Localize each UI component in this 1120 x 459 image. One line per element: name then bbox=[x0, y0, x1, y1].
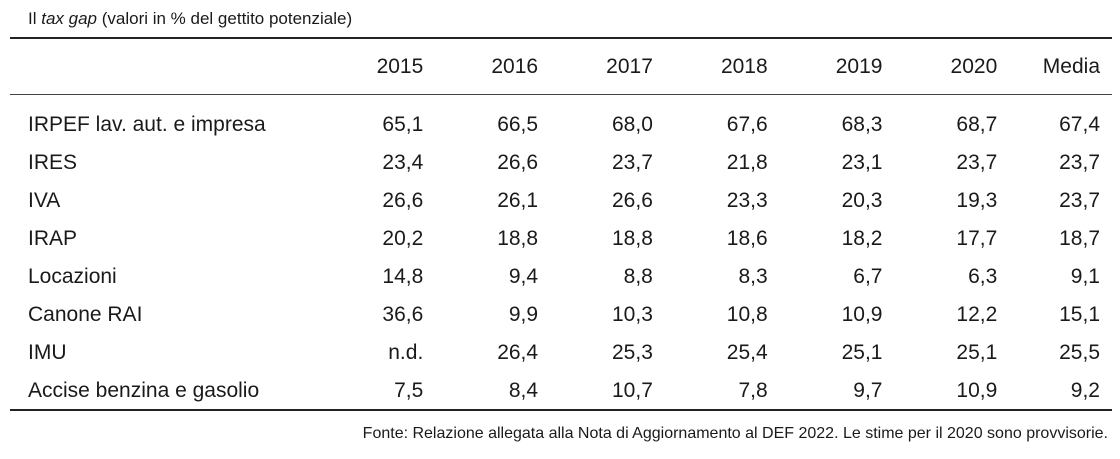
value-cell: 10,3 bbox=[612, 303, 653, 326]
title-suffix: (valori in % del gettito potenziale) bbox=[97, 9, 353, 28]
value-cell: 26,6 bbox=[497, 151, 539, 174]
value-cell: 67,6 bbox=[726, 113, 768, 136]
header-rule bbox=[10, 94, 1112, 95]
value-cell: 8,4 bbox=[508, 379, 539, 402]
value-cell: 10,8 bbox=[726, 303, 768, 326]
value-cell: 25,1 bbox=[841, 341, 883, 364]
value-cell: 9,4 bbox=[508, 265, 539, 288]
value-cell: 67,4 bbox=[1059, 113, 1100, 136]
value-cell: 26,6 bbox=[382, 189, 424, 212]
table-row: Canone RAI 36,6 9,9 10,3 10,8 10,9 12,2 15,1 bbox=[10, 296, 1112, 334]
table-row: Locazioni 14,8 9,4 8,8 8,3 6,7 6,3 9,1 bbox=[10, 258, 1112, 296]
value-cell: 23,7 bbox=[956, 151, 998, 174]
value-cell: 6,7 bbox=[853, 265, 883, 288]
value-cell: 9,1 bbox=[1070, 265, 1100, 288]
value-cell: 25,4 bbox=[726, 341, 768, 364]
value-cell: 18,2 bbox=[841, 227, 883, 250]
header-cell-2018: 2018 bbox=[720, 54, 768, 78]
row-label: IRPEF lav. aut. e impresa bbox=[28, 113, 266, 136]
tax-gap-table: 2015 2016 2017 2018 2019 2020 Media IRPEF lav.… bbox=[10, 39, 1112, 410]
value-cell: 20,2 bbox=[382, 227, 424, 250]
source-note: Fonte: Relazione allegata alla Nota di A… bbox=[362, 425, 1108, 442]
title-prefix: Il bbox=[28, 9, 42, 28]
value-cell: 18,8 bbox=[497, 227, 539, 250]
header-cell-2019: 2019 bbox=[835, 54, 883, 78]
value-cell: 66,5 bbox=[497, 113, 539, 136]
value-cell: 10,9 bbox=[956, 379, 998, 402]
value-cell: 21,8 bbox=[726, 151, 768, 174]
value-cell: 17,7 bbox=[956, 227, 998, 250]
header-cell-2015: 2015 bbox=[376, 54, 424, 78]
value-cell: 65,1 bbox=[382, 113, 424, 136]
value-cell: 12,2 bbox=[956, 303, 998, 326]
value-cell: 6,3 bbox=[968, 265, 998, 288]
value-cell: 25,3 bbox=[612, 341, 653, 364]
value-cell: 10,7 bbox=[612, 379, 653, 402]
table-row: IRPEF lav. aut. e impresa 65,1 66,5 68,0 67,… bbox=[10, 94, 1112, 144]
top-rule bbox=[10, 37, 1112, 39]
header-cell-2017: 2017 bbox=[606, 54, 653, 78]
value-cell: 26,6 bbox=[612, 189, 653, 212]
row-label: IVA bbox=[28, 189, 61, 212]
value-cell: 15,1 bbox=[1059, 303, 1100, 326]
title-emphasis: tax gap bbox=[41, 9, 97, 28]
value-cell: 23,3 bbox=[726, 189, 768, 212]
row-label: IMU bbox=[28, 341, 67, 364]
value-cell: 10,9 bbox=[841, 303, 883, 326]
value-cell: 26,1 bbox=[497, 189, 539, 212]
value-cell: 23,7 bbox=[1059, 189, 1100, 212]
value-cell: 25,1 bbox=[956, 341, 998, 364]
value-cell: 9,7 bbox=[853, 379, 883, 402]
value-cell: n.d. bbox=[388, 341, 424, 364]
value-cell: 68,0 bbox=[612, 113, 653, 136]
bottom-rule bbox=[10, 409, 1112, 411]
header-cell-2016: 2016 bbox=[491, 54, 539, 78]
value-cell: 9,2 bbox=[1070, 379, 1100, 402]
value-cell: 68,7 bbox=[956, 113, 998, 136]
value-cell: 26,4 bbox=[497, 341, 539, 364]
row-label: Canone RAI bbox=[28, 303, 143, 326]
table-row: IVA 26,6 26,1 26,6 23,3 20,3 19,3 23,7 bbox=[10, 182, 1112, 220]
table-row: IMU n.d. 26,4 25,3 25,4 25,1 25,1 25,5 bbox=[10, 334, 1112, 372]
value-cell: 9,9 bbox=[508, 303, 539, 326]
value-cell: 23,7 bbox=[1059, 151, 1100, 174]
value-cell: 18,7 bbox=[1059, 227, 1100, 250]
value-cell: 20,3 bbox=[841, 189, 883, 212]
value-cell: 8,8 bbox=[623, 265, 653, 288]
table-body: IRPEF lav. aut. e impresa 65,1 66,5 68,0 67,… bbox=[10, 94, 1112, 410]
value-cell: 18,6 bbox=[726, 227, 768, 250]
row-label: IRAP bbox=[28, 227, 78, 250]
table-title: Il tax gap (valori in % del gettito pote… bbox=[28, 8, 352, 30]
header-cell-media: Media bbox=[1042, 54, 1100, 78]
row-label: Accise benzina e gasolio bbox=[28, 379, 260, 402]
value-cell: 7,8 bbox=[738, 379, 768, 402]
value-cell: 8,3 bbox=[738, 265, 768, 288]
value-cell: 18,8 bbox=[612, 227, 653, 250]
header-cell-label bbox=[10, 39, 320, 94]
row-label: Locazioni bbox=[28, 265, 117, 288]
value-cell: 23,1 bbox=[841, 151, 883, 174]
header-row: 2015 2016 2017 2018 2019 2020 Media bbox=[10, 39, 1112, 94]
header-cell-2020: 2020 bbox=[950, 54, 998, 78]
value-cell: 25,5 bbox=[1059, 341, 1100, 364]
value-cell: 23,7 bbox=[612, 151, 653, 174]
table-row: Accise benzina e gasolio 7,5 8,4 10,7 7,8 9,7… bbox=[10, 372, 1112, 410]
value-cell: 7,5 bbox=[394, 379, 424, 402]
value-cell: 36,6 bbox=[382, 303, 424, 326]
value-cell: 68,3 bbox=[841, 113, 883, 136]
value-cell: 19,3 bbox=[956, 189, 998, 212]
table-row: IRAP 20,2 18,8 18,8 18,6 18,2 17,7 18,7 bbox=[10, 220, 1112, 258]
row-label: IRES bbox=[28, 151, 78, 174]
table-row: IRES 23,4 26,6 23,7 21,8 23,1 23,7 23,7 bbox=[10, 144, 1112, 182]
value-cell: 14,8 bbox=[382, 265, 424, 288]
value-cell: 23,4 bbox=[382, 151, 424, 174]
